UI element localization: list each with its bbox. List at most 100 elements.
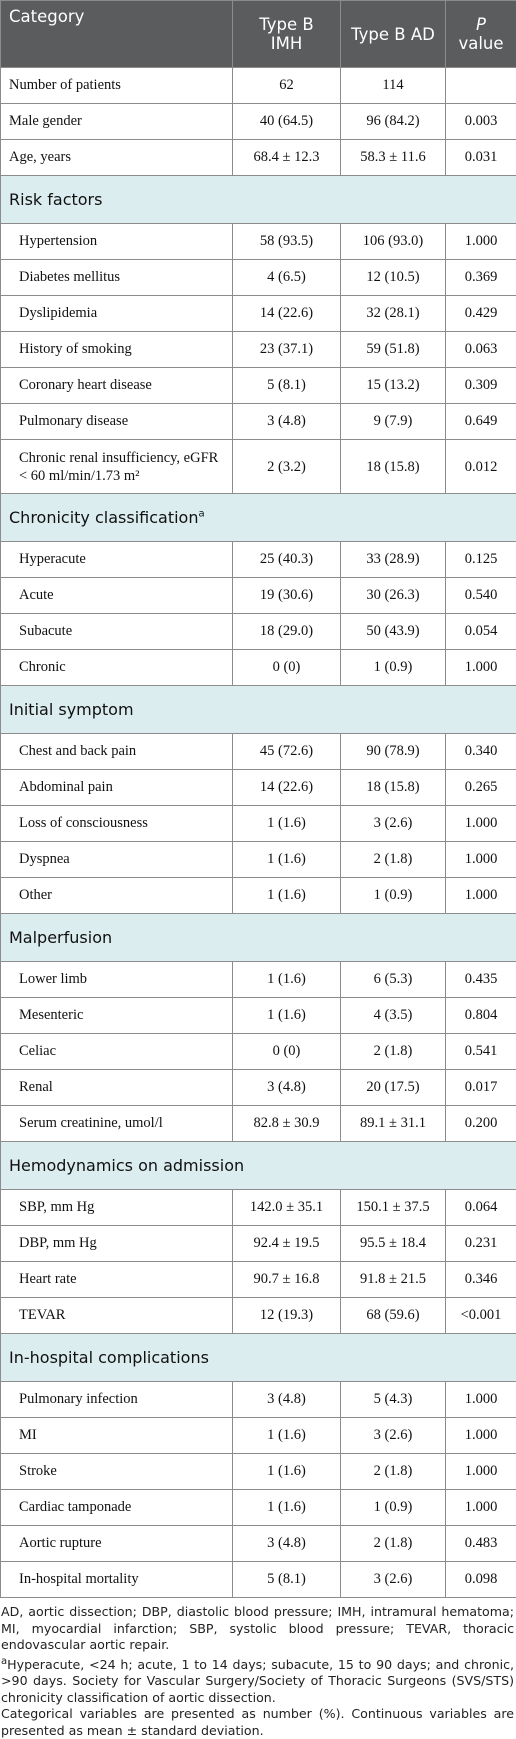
row-label: Serum creatinine, umol/l: [1, 1106, 233, 1142]
cell: 20 (17.5): [341, 1070, 446, 1106]
cell: 12 (10.5): [341, 260, 446, 296]
cell: 3 (4.8): [233, 404, 341, 440]
cell: 106 (93.0): [341, 224, 446, 260]
section-title-text: Malperfusion: [9, 928, 112, 947]
cell: 1 (1.6): [233, 962, 341, 998]
section-marker: a: [198, 509, 204, 520]
section-title: In-hospital complications: [1, 1334, 516, 1382]
cell: 4 (3.5): [341, 998, 446, 1034]
row-label: Pulmonary infection: [1, 1382, 233, 1418]
cell: 1.000: [446, 1382, 516, 1418]
section-title-text: Risk factors: [9, 190, 102, 209]
row-label: In-hospital mortality: [1, 1562, 233, 1598]
cell: 0.200: [446, 1106, 516, 1142]
cell: 0.031: [446, 140, 516, 176]
cell: 33 (28.9): [341, 542, 446, 578]
row-label: Lower limb: [1, 962, 233, 998]
section-row: Chronicity classificationa: [1, 494, 516, 542]
cell: 18 (15.8): [341, 440, 446, 494]
cell: 5 (8.1): [233, 368, 341, 404]
section-title: Chronicity classificationa: [1, 494, 516, 542]
row-label: Coronary heart disease: [1, 368, 233, 404]
section-title-text: Chronicity classification: [9, 508, 198, 527]
cell: 19 (30.6): [233, 578, 341, 614]
cell: 0.369: [446, 260, 516, 296]
section-title: Risk factors: [1, 176, 516, 224]
cell: 0.012: [446, 440, 516, 494]
cell: 4 (6.5): [233, 260, 341, 296]
cell: 1.000: [446, 806, 516, 842]
row-label: Hyperacute: [1, 542, 233, 578]
row-label: Renal: [1, 1070, 233, 1106]
cell: 90.7 ± 16.8: [233, 1262, 341, 1298]
cell: 0.003: [446, 104, 516, 140]
row-label: Diabetes mellitus: [1, 260, 233, 296]
cell: 1.000: [446, 842, 516, 878]
cell: 14 (22.6): [233, 770, 341, 806]
row-label: Age, years: [1, 140, 233, 176]
cell: 89.1 ± 31.1: [341, 1106, 446, 1142]
cell: 40 (64.5): [233, 104, 341, 140]
footnotes: AD, aortic dissection; DBP, diastolic bl…: [0, 1598, 516, 1739]
row-label: TEVAR: [1, 1298, 233, 1334]
cell: 0.063: [446, 332, 516, 368]
cell: 1 (1.6): [233, 1454, 341, 1490]
cell: 1.000: [446, 1418, 516, 1454]
row-label: Dyslipidemia: [1, 296, 233, 332]
cell: 14 (22.6): [233, 296, 341, 332]
cell: 32 (28.1): [341, 296, 446, 332]
footnote: AD, aortic dissection; DBP, diastolic bl…: [1, 1604, 514, 1654]
cell: 1 (0.9): [341, 1490, 446, 1526]
cell: 1 (1.6): [233, 878, 341, 914]
cell: 3 (4.8): [233, 1070, 341, 1106]
cell: 9 (7.9): [341, 404, 446, 440]
cell: 1.000: [446, 224, 516, 260]
cell: 59 (51.8): [341, 332, 446, 368]
row-label: Loss of consciousness: [1, 806, 233, 842]
cell: 2 (1.8): [341, 1526, 446, 1562]
cell: 3 (4.8): [233, 1382, 341, 1418]
row-label: Pulmonary disease: [1, 404, 233, 440]
cell: 1.000: [446, 650, 516, 686]
cell: 0.064: [446, 1190, 516, 1226]
row-label: Aortic rupture: [1, 1526, 233, 1562]
cell: 1 (0.9): [341, 878, 446, 914]
cell: 0.340: [446, 734, 516, 770]
cell: 2 (1.8): [341, 1034, 446, 1070]
section-row: Initial symptom: [1, 686, 516, 734]
row-label: Heart rate: [1, 1262, 233, 1298]
cell: 90 (78.9): [341, 734, 446, 770]
row-label: Mesenteric: [1, 998, 233, 1034]
row-label: Number of patients: [1, 68, 233, 104]
row-label: Dyspnea: [1, 842, 233, 878]
cell: 0.265: [446, 770, 516, 806]
col-header: Type B IMH: [233, 1, 341, 68]
row-label: Stroke: [1, 1454, 233, 1490]
cell: 68.4 ± 12.3: [233, 140, 341, 176]
cell: 1.000: [446, 878, 516, 914]
footnote: Categorical variables are presented as n…: [1, 1706, 514, 1739]
cell: 92.4 ± 19.5: [233, 1226, 341, 1262]
row-label: Chronic: [1, 650, 233, 686]
row-label: SBP, mm Hg: [1, 1190, 233, 1226]
cell: 0.540: [446, 578, 516, 614]
row-label: MI: [1, 1418, 233, 1454]
cell: 23 (37.1): [233, 332, 341, 368]
cell: 45 (72.6): [233, 734, 341, 770]
cell: 142.0 ± 35.1: [233, 1190, 341, 1226]
